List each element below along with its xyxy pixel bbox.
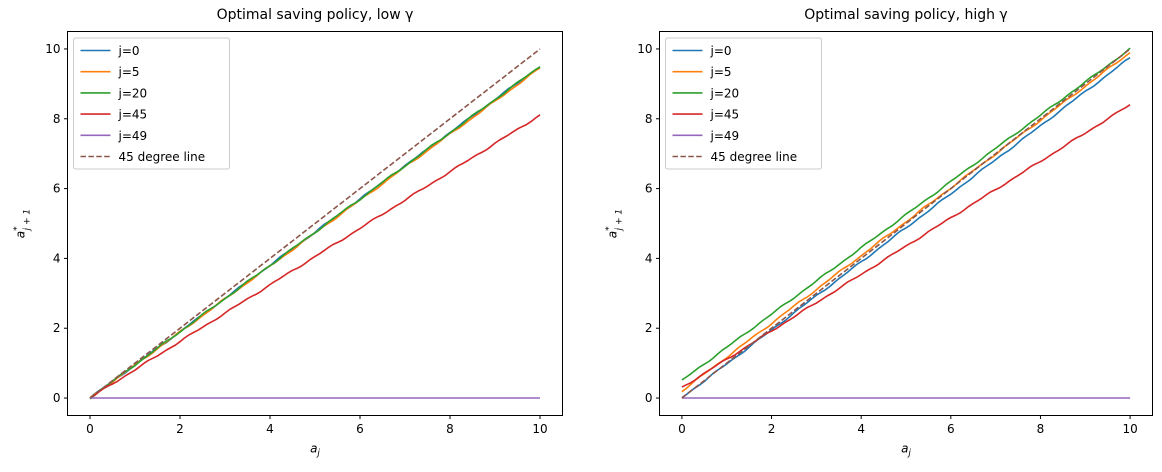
y-tick-label: 0 — [645, 391, 653, 405]
chart-title: Optimal saving policy, high γ — [804, 7, 1007, 23]
x-tick-label: 2 — [176, 422, 184, 436]
chart-title: Optimal saving policy, low γ — [217, 7, 414, 23]
y-tick-label: 4 — [645, 251, 653, 265]
y-axis-label: a*j + 1 — [13, 209, 33, 238]
chart-panel-low-gamma: 0 2 4 6 8 10 0 2 4 6 8 10 Optimal saving policy, low… — [13, 7, 563, 459]
series-line-j-20 — [681, 47, 1131, 381]
y-axis-label: a*j + 1 — [605, 209, 625, 238]
series-line-j-45 — [89, 114, 541, 399]
x-tick-label: 4 — [266, 422, 274, 436]
x-tick-label: 4 — [857, 422, 865, 436]
line-chart-low-gamma: 0 2 4 6 8 10 0 2 4 6 8 10 Optimal saving policy, low… — [13, 7, 563, 459]
x-axis-label: aj — [901, 442, 911, 459]
x-tick-label: 0 — [678, 422, 686, 436]
axes-frame — [659, 31, 1153, 416]
y-tick-label: 4 — [53, 251, 61, 265]
legend-label-j-0: j=0 — [118, 44, 140, 58]
y-tick-label: 10 — [637, 42, 652, 56]
y-tick-label: 6 — [645, 182, 653, 196]
y-tick-label: 10 — [45, 42, 60, 56]
legend-box — [73, 37, 230, 170]
x-tick-label: 6 — [947, 422, 955, 436]
y-tick-label: 8 — [53, 112, 61, 126]
legend-label-j-20: j=20 — [710, 86, 740, 100]
y-tick-label: 2 — [645, 321, 653, 335]
series-line-45-degree-line — [89, 48, 541, 399]
y-tick-label: 0 — [53, 391, 61, 405]
y-tick-label: 6 — [53, 182, 61, 196]
legend-label-j-45: j=45 — [118, 108, 148, 122]
x-tick-label: 8 — [1037, 422, 1045, 436]
series-line-j-5 — [681, 51, 1131, 393]
series-line-j-20 — [89, 66, 541, 400]
legend-label-j-20: j=20 — [118, 86, 148, 100]
legend-label-j-49: j=49 — [710, 129, 740, 143]
chart-panel-high-gamma: 0 2 4 6 8 10 0 2 4 6 8 10 Optimal saving policy, hig… — [581, 0, 1162, 472]
x-tick-label: 6 — [356, 422, 364, 436]
legend-box — [665, 37, 822, 170]
x-tick-label: 0 — [86, 422, 94, 436]
line-chart-high-gamma: 0 2 4 6 8 10 0 2 4 6 8 10 Optimal saving policy, hig… — [605, 7, 1153, 459]
legend-label-j-49: j=49 — [118, 129, 148, 143]
x-axis-label: aj — [310, 442, 320, 459]
y-tick-label: 8 — [645, 112, 653, 126]
legend-label-45-degree-line: 45 degree line — [119, 150, 206, 164]
x-tick-label: 10 — [532, 422, 547, 436]
legend-label-j-5: j=5 — [118, 65, 140, 79]
y-tick-label: 2 — [53, 321, 61, 335]
series-line-j-45 — [681, 104, 1131, 388]
axes-frame — [67, 31, 563, 416]
legend-label-45-degree-line: 45 degree line — [711, 150, 798, 164]
x-tick-label: 10 — [1122, 422, 1137, 436]
legend-label-j-0: j=0 — [710, 44, 732, 58]
legend-label-j-45: j=45 — [710, 108, 740, 122]
x-tick-label: 8 — [446, 422, 454, 436]
legend-label-j-5: j=5 — [710, 65, 732, 79]
x-tick-label: 2 — [768, 422, 776, 436]
